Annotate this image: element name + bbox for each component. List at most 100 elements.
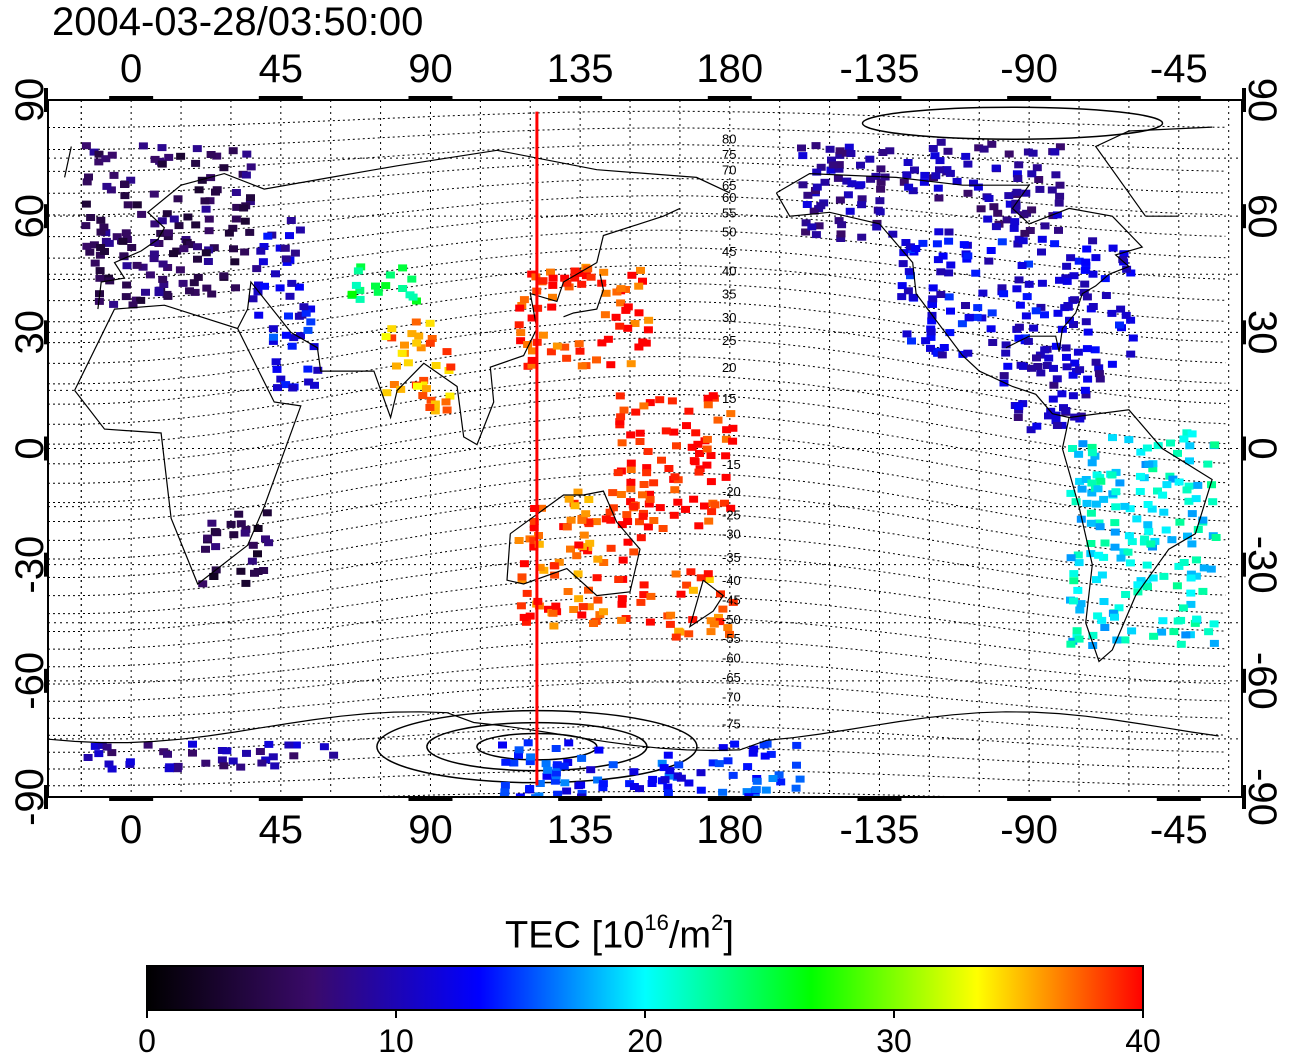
tec-cell xyxy=(254,311,264,319)
tec-cell xyxy=(138,263,148,271)
tec-cell xyxy=(240,248,250,256)
tec-cell xyxy=(201,759,211,767)
tec-cell xyxy=(715,618,725,626)
tec-cell xyxy=(598,780,608,788)
tec-cell xyxy=(920,171,930,179)
coastline xyxy=(563,274,605,318)
tec-cell xyxy=(856,181,866,189)
lat-tick-mark xyxy=(44,204,48,229)
tec-cell xyxy=(718,744,728,752)
tec-cell xyxy=(1014,276,1024,284)
tec-cell xyxy=(1173,449,1182,457)
tec-cell xyxy=(1174,478,1184,486)
tec-cell xyxy=(259,243,269,250)
tec-cell xyxy=(107,749,117,757)
tec-cell xyxy=(1004,150,1014,158)
tec-cell xyxy=(224,229,234,237)
tec-cell xyxy=(935,157,945,165)
tec-cell xyxy=(200,197,210,205)
tec-cell xyxy=(329,751,339,759)
tec-cell xyxy=(722,426,732,434)
tec-cell xyxy=(241,579,251,587)
tec-cell xyxy=(901,239,911,246)
tec-cell xyxy=(665,767,675,775)
tec-cell xyxy=(911,245,921,252)
tec-cell xyxy=(876,185,886,193)
tec-cell xyxy=(382,389,392,397)
tec-cell xyxy=(1176,640,1186,648)
tec-cell xyxy=(1133,581,1143,589)
lon-tick-mark xyxy=(558,797,603,801)
lon-tick-mark xyxy=(1007,96,1052,100)
tec-cell xyxy=(1198,516,1208,524)
tec-cell xyxy=(202,284,212,292)
tec-cell xyxy=(562,279,572,287)
tec-cell xyxy=(1013,175,1023,182)
lat-tick-mark xyxy=(44,552,48,577)
tec-cell xyxy=(1049,364,1058,372)
tec-cell xyxy=(1040,311,1049,319)
tec-cell xyxy=(1075,415,1085,423)
tec-cell xyxy=(592,356,601,364)
tec-cell xyxy=(1094,551,1104,559)
tec-cell xyxy=(413,382,422,390)
tec-cell xyxy=(209,573,219,580)
tec-cell xyxy=(623,518,633,525)
tec-cell xyxy=(418,392,428,399)
tec-cell xyxy=(96,244,106,251)
tec-cell xyxy=(1086,550,1096,558)
tec-cell xyxy=(577,516,587,524)
tec-cell xyxy=(256,247,266,255)
tec-cell xyxy=(792,761,801,769)
tec-cell xyxy=(694,468,704,476)
tec-cell xyxy=(721,452,731,460)
contour-label: 30 xyxy=(722,310,736,325)
tec-cell xyxy=(82,242,92,250)
tec-cell xyxy=(704,576,714,583)
tec-cell xyxy=(1053,309,1063,317)
tec-cell xyxy=(522,589,532,597)
tec-cell xyxy=(649,517,659,524)
tec-cell xyxy=(766,750,776,758)
tec-cell xyxy=(581,272,591,280)
colorbar-tick-label: 0 xyxy=(138,1023,156,1057)
tec-cell xyxy=(888,230,898,238)
tec-cell xyxy=(945,169,955,177)
tec-cell xyxy=(577,754,587,762)
tec-cell xyxy=(605,508,615,516)
tec-cell xyxy=(574,541,584,549)
tec-cell xyxy=(268,337,278,345)
tec-cell xyxy=(1081,318,1091,326)
tec-cell xyxy=(608,504,618,512)
tec-cell xyxy=(978,289,988,297)
tec-cell xyxy=(801,228,811,236)
tec-cell xyxy=(702,435,712,443)
contour-label: -35 xyxy=(722,550,741,565)
tec-cell xyxy=(548,293,557,301)
magnetic-contour xyxy=(48,725,1226,753)
contour-label: 65 xyxy=(722,178,736,193)
tec-cell xyxy=(1091,358,1101,366)
tec-cell xyxy=(938,252,948,260)
tec-cell xyxy=(569,606,579,613)
magnetic-contour xyxy=(48,769,1226,787)
tec-cell xyxy=(1068,371,1078,379)
tec-cell xyxy=(642,469,652,477)
tec-cell xyxy=(211,543,221,551)
tec-cell xyxy=(85,248,95,256)
lat-tick-mark xyxy=(44,436,48,461)
tec-cell xyxy=(1034,176,1044,183)
tec-cell xyxy=(857,195,867,203)
tec-cell xyxy=(897,282,907,290)
tec-cell xyxy=(431,362,441,369)
tec-cell xyxy=(319,743,329,751)
tec-cell xyxy=(989,203,999,211)
tec-cell xyxy=(826,166,836,174)
coastlines xyxy=(48,126,1219,752)
tec-cell xyxy=(299,303,309,311)
tec-cell xyxy=(608,489,618,497)
tec-cell xyxy=(1049,381,1059,389)
tec-cell xyxy=(1136,448,1146,456)
tec-cell xyxy=(245,198,255,206)
tec-cell xyxy=(635,429,645,437)
